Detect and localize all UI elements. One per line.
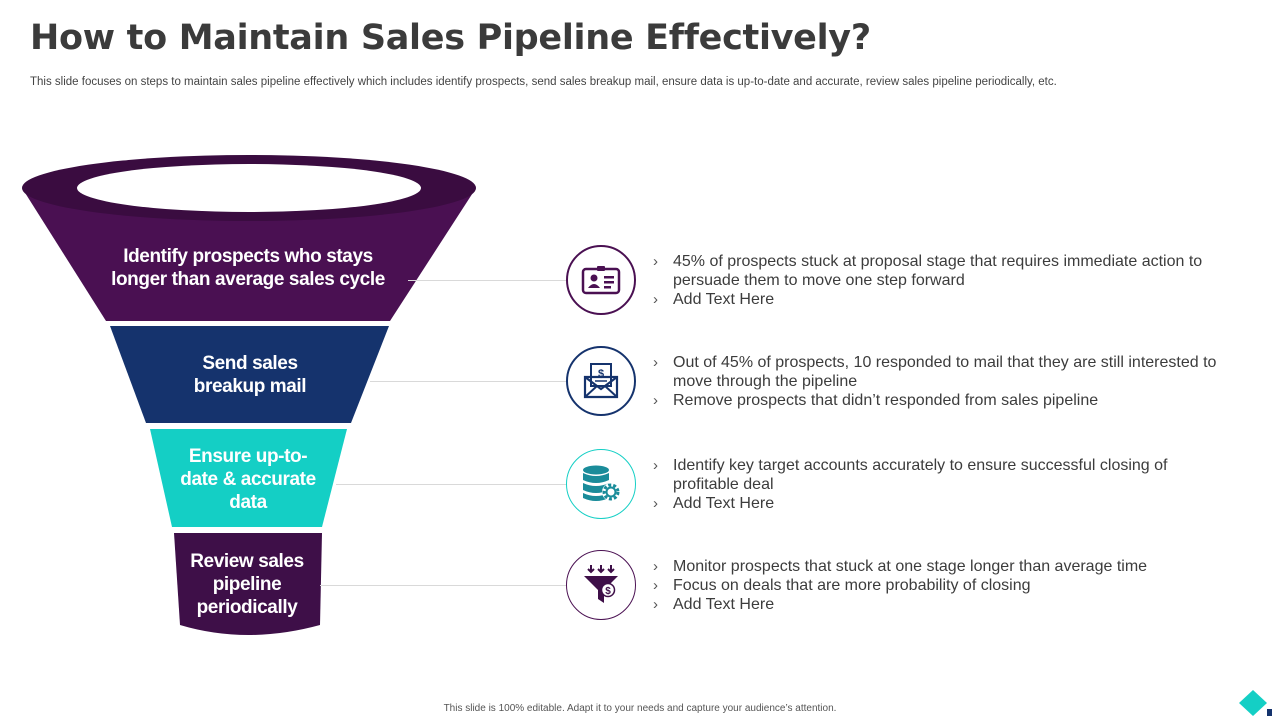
stage-4-bullets: › Monitor prospects that stuck at one st… — [650, 557, 1230, 614]
bullet-text: Add Text Here — [673, 495, 775, 512]
slide-subtitle: This slide focuses on steps to maintain … — [30, 76, 1057, 88]
stage-1-label: Identify prospects who stays longer than… — [90, 245, 406, 291]
bullet-text: Add Text Here — [673, 596, 775, 613]
svg-text:$: $ — [605, 586, 611, 597]
stage-3-label-line-2: date & accurate — [180, 469, 316, 490]
stage-4-label-line-2: pipeline — [212, 574, 282, 595]
funnel-stage-2 — [110, 326, 389, 423]
stage-3-label-line-1: Ensure up-to- — [188, 446, 308, 467]
chevron-right-icon: › — [653, 558, 658, 575]
chevron-right-icon: › — [653, 495, 658, 512]
dollar-envelope-icon: $ — [583, 363, 619, 399]
stage-4-label: Review sales pipeline periodically — [166, 550, 328, 619]
chevron-right-icon: › — [653, 577, 658, 594]
stage-2-bullet-2: › Remove prospects that didn’t responded… — [650, 391, 1230, 410]
stage-2-icon-circle: $ — [566, 346, 636, 416]
stage-2-bullet-1: › Out of 45% of prospects, 10 responded … — [650, 353, 1230, 391]
stage-3-bullet-1: › Identify key target accounts accuratel… — [650, 456, 1230, 494]
bullet-text: Focus on deals that are more probability… — [673, 577, 1031, 594]
chevron-right-icon: › — [653, 457, 658, 474]
corner-diamond-icon — [1239, 690, 1272, 716]
connector-line-4 — [320, 585, 566, 586]
id-card-icon — [581, 266, 621, 295]
funnel-opening — [77, 164, 421, 212]
stage-1-label-line-2: longer than average sales cycle — [111, 269, 385, 290]
bullet-text: 45% of prospects stuck at proposal stage… — [673, 253, 1203, 289]
bullet-text: Monitor prospects that stuck at one stag… — [673, 558, 1148, 575]
funnel-stage-3 — [150, 429, 347, 527]
stage-2-label-line-1: Send sales — [202, 353, 298, 374]
footer-note: This slide is 100% editable. Adapt it to… — [443, 703, 837, 714]
connector-line-1 — [408, 280, 566, 281]
chevron-right-icon: › — [653, 596, 658, 613]
stage-1-label-line-1: Identify prospects who stays — [123, 246, 373, 267]
stage-2-label: Send sales breakup mail — [150, 352, 350, 398]
stage-1-bullets: › 45% of prospects stuck at proposal sta… — [650, 252, 1230, 309]
stage-4-bullet-3: › Add Text Here — [650, 595, 1230, 614]
funnel-stage-1 — [22, 188, 476, 321]
stage-4-label-line-3: periodically — [196, 597, 298, 618]
stage-1-bullet-2: › Add Text Here — [650, 290, 1230, 309]
bullet-text: Remove prospects that didn’t responded f… — [673, 392, 1099, 409]
sales-funnel — [22, 155, 476, 635]
stage-3-bullets: › Identify key target accounts accuratel… — [650, 456, 1230, 513]
database-gear-icon — [583, 465, 620, 501]
chevron-right-icon: › — [653, 392, 658, 409]
chevron-right-icon: › — [653, 291, 658, 308]
svg-text:$: $ — [598, 368, 604, 380]
stage-4-bullet-1: › Monitor prospects that stuck at one st… — [650, 557, 1230, 576]
bullet-text: Identify key target accounts accurately … — [673, 457, 1168, 493]
stage-4-label-line-1: Review sales — [190, 551, 304, 572]
stage-1-icon-circle — [566, 245, 636, 315]
dollar-funnel-icon: $ — [584, 565, 618, 603]
slide-title: How to Maintain Sales Pipeline Effective… — [30, 18, 871, 58]
bullet-text: Add Text Here — [673, 291, 775, 308]
funnel-stage-4 — [174, 533, 322, 635]
chevron-right-icon: › — [653, 253, 658, 270]
stage-2-label-line-2: breakup mail — [193, 376, 307, 397]
stage-1-bullet-1: › 45% of prospects stuck at proposal sta… — [650, 252, 1230, 290]
connector-line-3 — [336, 484, 566, 485]
stage-3-label: Ensure up-to- date & accurate data — [160, 445, 336, 514]
stage-4-bullet-2: › Focus on deals that are more probabili… — [650, 576, 1230, 595]
stage-3-bullet-2: › Add Text Here — [650, 494, 1230, 513]
stage-4-icon-circle: $ — [566, 550, 636, 620]
stage-3-icon-circle — [566, 449, 636, 519]
connector-line-2 — [370, 381, 566, 382]
bullet-text: Out of 45% of prospects, 10 responded to… — [673, 354, 1217, 390]
stage-2-bullets: › Out of 45% of prospects, 10 responded … — [650, 353, 1230, 410]
stage-3-label-line-3: data — [229, 492, 267, 513]
chevron-right-icon: › — [653, 354, 658, 371]
